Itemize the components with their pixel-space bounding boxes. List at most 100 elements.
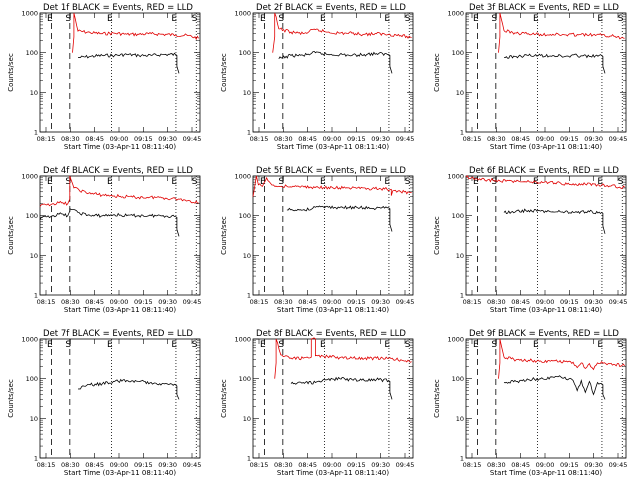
reference-label: E [260, 14, 266, 24]
x-tick-label: 09:00 [536, 298, 555, 306]
x-tick-label: 08:30 [487, 135, 506, 143]
x-tick-label: 08:15 [37, 461, 56, 469]
chart-panel-2: Det 2f BLACK = Events, RED = LLD 1 10 100 10… [220, 3, 414, 151]
y-tick-label: 10 [30, 252, 38, 260]
x-tick-label: 08:15 [250, 461, 269, 469]
x-tick-label: 09:45 [183, 461, 202, 469]
y-tick-label: 100 [239, 212, 251, 220]
x-tick-label: 09:45 [183, 135, 202, 143]
x-tick-label: 08:30 [487, 298, 506, 306]
reference-label: S [65, 340, 71, 350]
x-tick-label: 09:30 [158, 298, 177, 306]
plot-frame [252, 175, 414, 296]
reference-label: S [65, 177, 71, 187]
panel-title: Det 2f BLACK = Events, RED = LLD [256, 3, 406, 13]
x-axis-label: Start Time (03-Apr-11 08:11:40) [64, 143, 176, 151]
reference-label: E [171, 340, 177, 350]
panel-title: Det 8f BLACK = Events, RED = LLD [256, 329, 406, 339]
x-tick-label: 09:45 [183, 298, 202, 306]
x-tick-label: 09:00 [323, 135, 342, 143]
y-axis-label: Counts/sec [433, 216, 441, 255]
chart-panel-4: Det 4f BLACK = Events, RED = LLD 1 10 100 10… [7, 166, 201, 314]
x-tick-label: 09:45 [609, 135, 628, 143]
y-tick-label: 1000 [21, 173, 38, 181]
reference-label: E [107, 14, 113, 24]
x-tick-label: 08:30 [61, 298, 80, 306]
y-tick-label: 10 [30, 415, 38, 423]
reference-label: E [533, 14, 539, 24]
y-tick-label: 1000 [447, 173, 464, 181]
plot-frame [39, 175, 201, 296]
x-tick-label: 08:45 [298, 298, 317, 306]
events-series-line [290, 376, 393, 400]
x-tick-label: 09:45 [396, 135, 415, 143]
panel-title: Det 5f BLACK = Events, RED = LLD [256, 166, 406, 176]
reference-label: E [171, 177, 177, 187]
x-tick-label: 09:00 [323, 298, 342, 306]
x-tick-label: 08:15 [250, 135, 269, 143]
y-axis-label: Counts/sec [220, 53, 228, 92]
plot-frame [252, 338, 414, 459]
x-tick-label: 08:45 [85, 461, 104, 469]
lld-series-line [465, 175, 625, 189]
reference-label: E [320, 340, 326, 350]
panel-title: Det 3f BLACK = Events, RED = LLD [469, 3, 619, 13]
x-axis-label: Start Time (03-Apr-11 08:11:40) [490, 306, 602, 314]
x-tick-label: 08:30 [274, 298, 293, 306]
x-tick-label: 09:15 [134, 135, 153, 143]
events-series-line [77, 52, 180, 74]
reference-label: S [405, 177, 411, 187]
y-tick-label: 1000 [234, 10, 251, 18]
y-tick-label: 100 [452, 49, 464, 57]
x-tick-label: 08:45 [511, 461, 530, 469]
reference-label: E [597, 14, 603, 24]
y-tick-label: 1 [460, 129, 464, 137]
y-tick-label: 1 [460, 455, 464, 463]
x-tick-label: 08:15 [250, 298, 269, 306]
y-tick-label: 10 [30, 89, 38, 97]
reference-label: S [278, 177, 284, 187]
lld-series-line [72, 12, 199, 53]
lld-series-line [498, 338, 625, 379]
panel-title: Det 9f BLACK = Events, RED = LLD [469, 329, 619, 339]
x-tick-label: 09:45 [609, 461, 628, 469]
x-axis-label: Start Time (03-Apr-11 08:11:40) [277, 306, 389, 314]
lld-series-line [272, 12, 412, 53]
reference-label: S [405, 340, 411, 350]
events-series-line [503, 375, 606, 400]
lld-series-line [252, 175, 412, 197]
panel-title: Det 1f BLACK = Events, RED = LLD [43, 3, 193, 13]
chart-panel-5: Det 5f BLACK = Events, RED = LLD 1 10 100 10… [220, 166, 414, 314]
reference-label: E [260, 177, 266, 187]
x-tick-label: 09:45 [609, 298, 628, 306]
reference-label: S [192, 14, 198, 24]
x-tick-label: 09:00 [323, 461, 342, 469]
x-tick-label: 09:45 [396, 298, 415, 306]
chart-panel-3: Det 3f BLACK = Events, RED = LLD 1 10 100 10… [433, 3, 627, 151]
events-series-line [286, 205, 393, 232]
x-axis-label: Start Time (03-Apr-11 08:11:40) [277, 143, 389, 151]
reference-label: E [473, 340, 479, 350]
reference-label: S [491, 340, 497, 350]
reference-label: E [320, 14, 326, 24]
panel-title: Det 6f BLACK = Events, RED = LLD [469, 166, 619, 176]
x-axis-label: Start Time (03-Apr-11 08:11:40) [490, 143, 602, 151]
events-series-line [504, 53, 606, 74]
reference-label: S [192, 340, 198, 350]
y-tick-label: 1 [34, 129, 38, 137]
x-tick-label: 08:15 [463, 461, 482, 469]
x-tick-label: 08:45 [511, 298, 530, 306]
reference-label: E [171, 14, 177, 24]
reference-label: E [384, 177, 390, 187]
reference-label: E [47, 177, 53, 187]
events-series-line [39, 208, 180, 237]
lld-series-line [39, 175, 199, 207]
reference-label: E [473, 177, 479, 187]
reference-label: S [491, 177, 497, 187]
reference-label: S [278, 340, 284, 350]
y-axis-label: Counts/sec [7, 216, 15, 255]
y-tick-label: 100 [452, 212, 464, 220]
reference-label: E [473, 14, 479, 24]
y-axis-label: Counts/sec [433, 379, 441, 418]
y-tick-label: 10 [456, 89, 464, 97]
